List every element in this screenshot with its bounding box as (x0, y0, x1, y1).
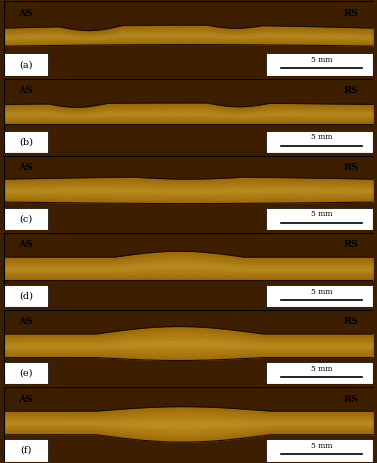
Bar (266, 131, 373, 153)
Text: RS: RS (343, 9, 359, 18)
Text: 5 mm: 5 mm (311, 133, 332, 141)
Bar (4, 131, 48, 153)
Text: RS: RS (343, 86, 359, 95)
Text: (d): (d) (19, 292, 33, 300)
Bar (4, 285, 48, 307)
Bar (266, 208, 373, 230)
Text: AS: AS (18, 86, 33, 95)
Bar (266, 285, 373, 307)
Text: 5 mm: 5 mm (311, 442, 332, 450)
Text: 5 mm: 5 mm (311, 211, 332, 219)
Text: AS: AS (18, 394, 33, 404)
Bar (4, 53, 48, 76)
Bar (4, 362, 48, 384)
Text: (b): (b) (19, 138, 33, 146)
Text: RS: RS (343, 240, 359, 250)
Text: (e): (e) (19, 369, 33, 378)
Bar (266, 53, 373, 76)
Text: (c): (c) (19, 214, 32, 224)
Text: 5 mm: 5 mm (311, 56, 332, 64)
Bar (4, 439, 48, 462)
Bar (266, 362, 373, 384)
Text: 5 mm: 5 mm (311, 365, 332, 373)
Text: RS: RS (343, 394, 359, 404)
Text: RS: RS (343, 163, 359, 172)
Text: AS: AS (18, 163, 33, 172)
Text: 5 mm: 5 mm (311, 288, 332, 296)
Text: (a): (a) (19, 60, 33, 69)
Text: RS: RS (343, 318, 359, 326)
Text: AS: AS (18, 9, 33, 18)
Text: AS: AS (18, 318, 33, 326)
Bar (4, 208, 48, 230)
Text: AS: AS (18, 240, 33, 250)
Text: (f): (f) (20, 446, 32, 455)
Bar (266, 439, 373, 462)
